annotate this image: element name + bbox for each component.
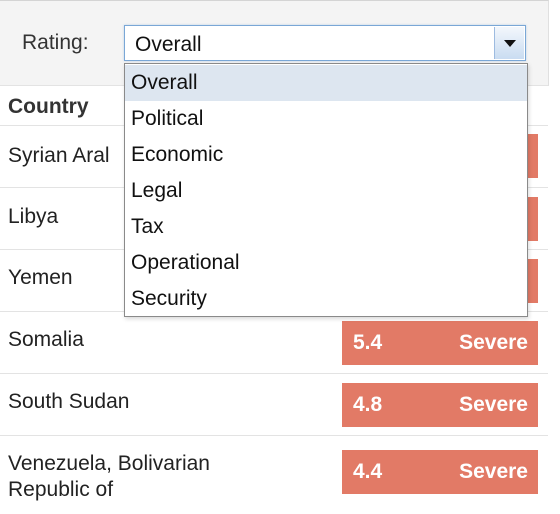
- rating-badge: 4.8 Severe: [342, 383, 538, 427]
- rating-score: 4.4: [353, 460, 383, 483]
- country-name: Syrian Aral: [8, 144, 110, 167]
- rating-score: 5.4: [353, 331, 383, 354]
- country-name: South Sudan: [8, 390, 130, 413]
- country-name: Libya: [8, 205, 59, 228]
- option-security[interactable]: Security: [131, 287, 207, 310]
- rating-label: Rating:: [22, 31, 89, 54]
- rating-level: Severe: [459, 460, 528, 483]
- option-operational[interactable]: Operational: [131, 251, 240, 274]
- rating-level: Severe: [459, 331, 528, 354]
- country-name: Somalia: [8, 328, 84, 351]
- table-row[interactable]: Somalia 5.4 Severe: [0, 311, 548, 374]
- country-name: Venezuela, Bolivarian Republic of: [8, 452, 210, 501]
- country-name: Yemen: [8, 266, 73, 289]
- chevron-down-icon[interactable]: [494, 27, 524, 59]
- rating-badge: 4.4 Severe: [342, 450, 538, 494]
- option-political[interactable]: Political: [131, 107, 204, 130]
- rating-badge: 5.4 Severe: [342, 321, 538, 365]
- option-economic[interactable]: Economic: [131, 143, 224, 166]
- rating-select-value: Overall: [135, 33, 202, 56]
- rating-select[interactable]: Overall: [124, 25, 526, 61]
- rating-dropdown-list: Overall Political Economic Legal Tax Ope…: [124, 63, 528, 317]
- rating-level: Severe: [459, 393, 528, 416]
- option-overall[interactable]: Overall: [125, 65, 527, 101]
- column-header-country[interactable]: Country: [8, 95, 89, 118]
- option-legal[interactable]: Legal: [131, 179, 183, 202]
- table-row[interactable]: Venezuela, Bolivarian Republic of 4.4 Se…: [0, 435, 548, 514]
- rating-score: 4.8: [353, 393, 383, 416]
- table-row[interactable]: South Sudan 4.8 Severe: [0, 373, 548, 436]
- option-tax[interactable]: Tax: [131, 215, 164, 238]
